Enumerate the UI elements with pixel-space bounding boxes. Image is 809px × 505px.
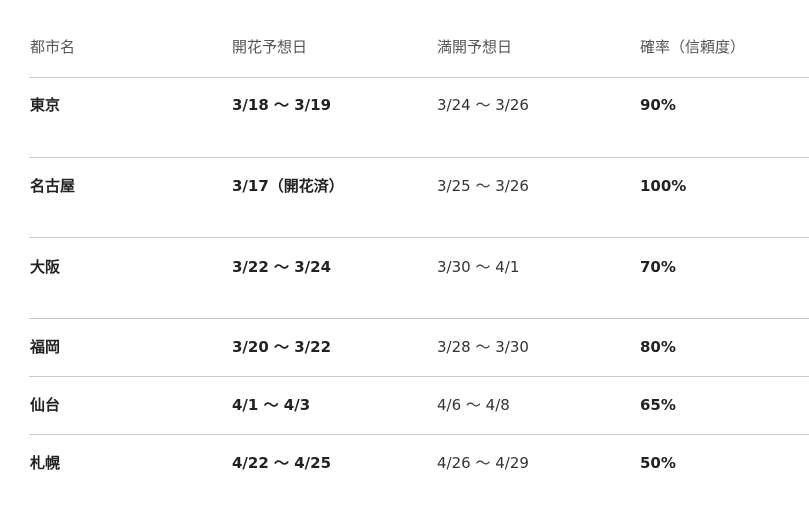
city-cell: 東京 (30, 96, 61, 114)
city-cell: 仙台 (30, 396, 61, 414)
bloom-date-cell: 3/22 〜 3/24 (232, 258, 332, 276)
bloom-date-cell: 3/18 〜 3/19 (232, 96, 332, 114)
probability-cell: 90% (640, 96, 676, 114)
probability-cell: 80% (640, 338, 676, 356)
table-row: 名古屋 3/17（開花済） 3/25 〜 3/26 100% (29, 158, 809, 238)
header-bloom-date: 開花予想日 (232, 38, 308, 56)
city-cell: 福岡 (30, 338, 61, 356)
header-city: 都市名 (30, 38, 76, 56)
bloom-date-cell: 4/22 〜 4/25 (232, 454, 332, 472)
bloom-date-cell: 4/1 〜 4/3 (232, 396, 311, 414)
probability-cell: 100% (640, 177, 687, 195)
probability-cell: 70% (640, 258, 676, 276)
table-row: 仙台 4/1 〜 4/3 4/6 〜 4/8 65% (29, 377, 809, 435)
full-bloom-date-cell: 3/28 〜 3/30 (437, 338, 529, 356)
city-cell: 名古屋 (30, 177, 76, 195)
table-row: 東京 3/18 〜 3/19 3/24 〜 3/26 90% (29, 78, 809, 158)
probability-cell: 65% (640, 396, 676, 414)
table-row: 札幌 4/22 〜 4/25 4/26 〜 4/29 50% (29, 435, 809, 505)
table-header: 都市名 開花予想日 満開予想日 確率（信頼度） (29, 0, 809, 78)
city-cell: 大阪 (30, 258, 61, 276)
table-row: 福岡 3/20 〜 3/22 3/28 〜 3/30 80% (29, 319, 809, 377)
full-bloom-date-cell: 4/6 〜 4/8 (437, 396, 510, 414)
city-cell: 札幌 (30, 454, 61, 472)
header-full-bloom-date: 満開予想日 (437, 38, 513, 56)
full-bloom-date-cell: 4/26 〜 4/29 (437, 454, 529, 472)
full-bloom-date-cell: 3/24 〜 3/26 (437, 96, 529, 114)
header-probability: 確率（信頼度） (640, 38, 746, 56)
probability-cell: 50% (640, 454, 676, 472)
bloom-date-cell: 3/17（開花済） (232, 177, 344, 195)
table-row: 大阪 3/22 〜 3/24 3/30 〜 4/1 70% (29, 238, 809, 319)
full-bloom-date-cell: 3/30 〜 4/1 (437, 258, 520, 276)
full-bloom-date-cell: 3/25 〜 3/26 (437, 177, 529, 195)
bloom-date-cell: 3/20 〜 3/22 (232, 338, 332, 356)
